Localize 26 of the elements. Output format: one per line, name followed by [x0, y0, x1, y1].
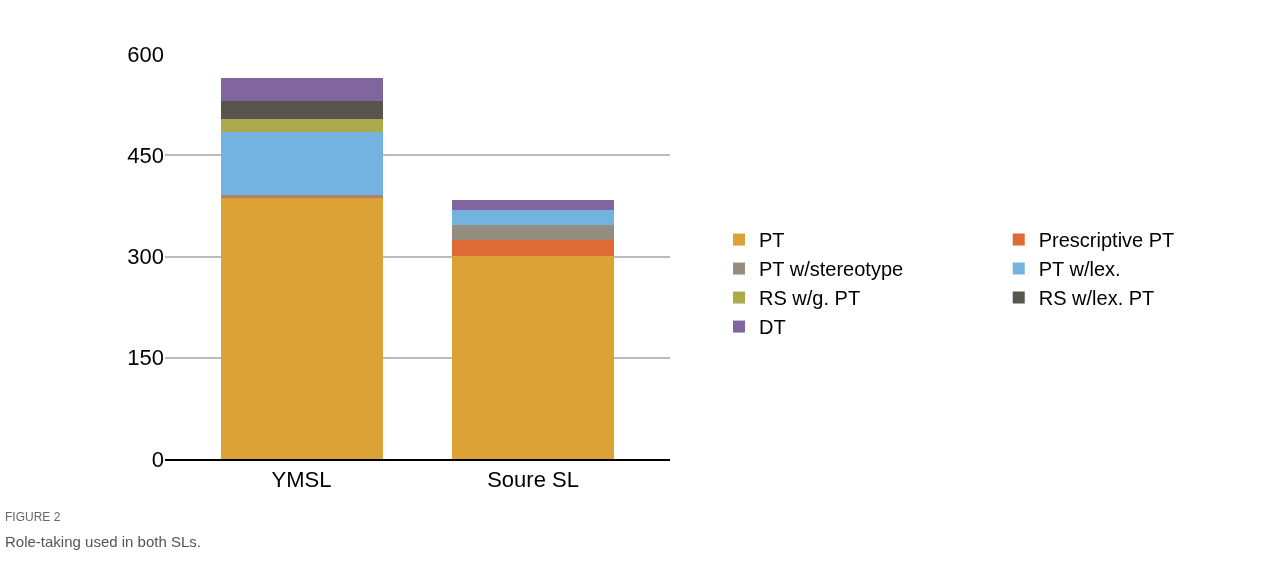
bar [452, 209, 615, 225]
bar [220, 198, 383, 459]
y-tick-label: 600 [127, 41, 164, 67]
legend-label: DT [758, 316, 786, 339]
x-tick-label: Soure SL [487, 467, 579, 493]
bar [452, 199, 615, 210]
y-tick-label: 0 [151, 446, 164, 472]
legend-label: RS w/lex. PT [1038, 287, 1155, 310]
legend-label: PT w/lex. [1038, 258, 1121, 281]
text: Role-taking used in both SLs. [5, 533, 201, 550]
y-tick-label: 150 [127, 345, 164, 371]
bar [220, 118, 383, 132]
y-tick-label: 300 [127, 244, 164, 270]
x-tick-label: YMSL [271, 467, 332, 493]
bar [220, 101, 383, 119]
legend-label: Prescriptive PT [1038, 229, 1175, 252]
bar [220, 131, 383, 196]
y-tick-label: 450 [127, 142, 164, 168]
legend-label: RS w/g. PT [758, 287, 861, 310]
bar [220, 78, 383, 102]
legend-label: PT w/stereotype [758, 258, 904, 281]
bar [452, 255, 615, 459]
bar [452, 240, 615, 256]
legend-label: PT [758, 229, 785, 252]
bar [452, 224, 615, 241]
caption: FIGURE 2 [5, 510, 61, 524]
